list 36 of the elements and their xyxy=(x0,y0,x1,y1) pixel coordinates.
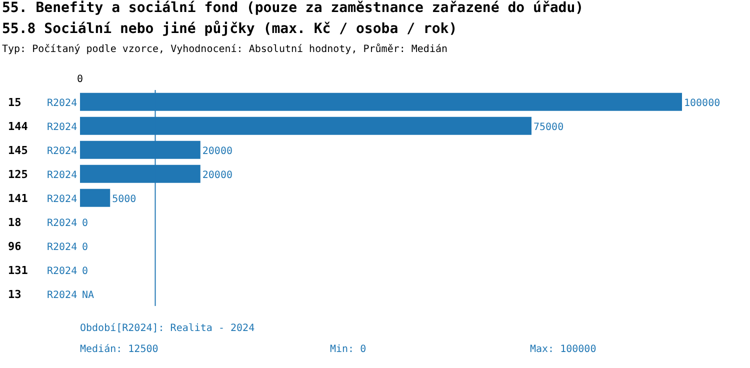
data-label: 100000 xyxy=(684,98,720,109)
text: R2024 xyxy=(47,290,78,301)
text: R2024 xyxy=(47,146,78,157)
text: Medián: 12500 xyxy=(80,344,158,355)
text: R2024 xyxy=(47,170,78,181)
y-tick-label: 96 xyxy=(8,240,22,253)
data-label: 0 xyxy=(82,242,88,253)
text: 0 xyxy=(77,74,84,85)
text: R2024 xyxy=(47,194,78,205)
y-tick-label: 18 xyxy=(8,216,22,229)
data-label: 20000 xyxy=(202,170,233,181)
text: NA xyxy=(82,290,94,301)
y-tick-label: 144 xyxy=(8,120,28,133)
text: Max: 100000 xyxy=(530,344,596,355)
y-tick-label: 145 xyxy=(8,144,28,157)
text: Min: 0 xyxy=(330,344,366,355)
data-label: 5000 xyxy=(112,194,136,205)
series-label: R2024 xyxy=(47,98,78,109)
y-tick-label: 141 xyxy=(8,192,28,205)
chart-subtitle: 55.8 Sociální nebo jiné půjčky (max. Kč / osoba / rok) xyxy=(2,21,458,37)
data-label: 75000 xyxy=(534,122,564,133)
data-label: 0 xyxy=(82,266,88,277)
chart-title: 55. Benefity a sociální fond (pouze za zaměstnance zařazené do úřadu) xyxy=(2,0,584,16)
text: R2024 xyxy=(47,218,78,229)
y-tick-label: 125 xyxy=(8,168,28,181)
text: Období[R2024]: Realita - 2024 xyxy=(80,323,255,334)
text: R2024 xyxy=(47,242,78,253)
y-tick-label: 13 xyxy=(8,288,22,301)
bar xyxy=(80,188,110,207)
text: Typ: Počítaný podle vzorce, Vyhodnocení: Absolutní hodnoty, Průměr: Medián xyxy=(2,44,448,55)
y-tick-label: 15 xyxy=(8,96,22,109)
text: R2024 xyxy=(47,122,78,133)
text: R2024 xyxy=(47,266,78,277)
data-label: 20000 xyxy=(202,146,233,157)
data-label: 0 xyxy=(82,218,88,229)
y-tick-label: 131 xyxy=(8,264,28,277)
